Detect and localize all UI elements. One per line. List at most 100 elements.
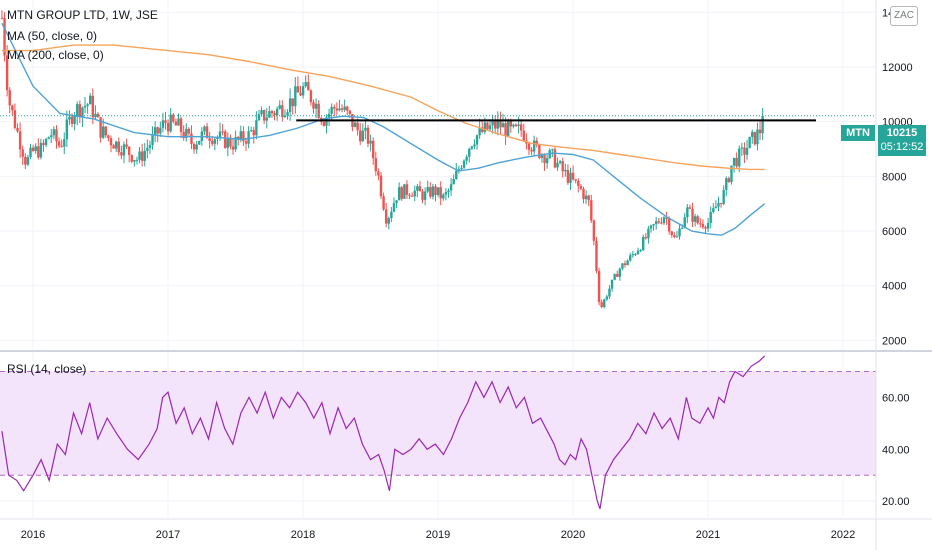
candle-up [642,237,645,251]
candle-up [455,170,458,179]
candle-down [384,209,388,224]
candle-up [532,140,536,152]
candle-down [408,194,411,196]
candle-up [512,124,515,127]
rsi-tick-label: 60.00 [882,392,910,404]
candle-up [390,211,393,219]
candle-down [561,161,564,172]
candle-up [122,144,126,156]
candle-up [146,147,149,151]
candle-down [504,123,507,137]
candle-down [99,117,102,138]
candle-up [283,115,287,117]
candle-up [288,98,292,113]
candle-up [654,221,658,225]
candle-up [26,157,30,165]
candle-down [574,179,577,181]
candle-up [239,131,242,140]
candle-down [187,128,191,134]
candle-up [39,142,43,158]
candle-up [29,147,32,158]
candle-up [626,260,629,266]
x-tick-label: 2017 [156,529,180,541]
candle-up [686,207,689,218]
candle-up [745,148,749,155]
candle-up [756,129,759,145]
candle-down [522,130,525,141]
ma50-legend[interactable]: MA (50, close, 0) [7,29,98,43]
candle-down [400,187,403,199]
candle-up [198,140,201,145]
candle-down [78,104,82,118]
candle-down [140,151,144,161]
candle-up [483,122,487,132]
candle-down [543,155,546,164]
candle-down [262,109,266,121]
candle-down [519,124,523,131]
candle-down [696,216,699,224]
candle-up [83,105,87,108]
candle-up [133,160,136,162]
rsi-tick-label: 20.00 [882,496,910,508]
time-axis[interactable]: 2016 2017 2018 2019 2020 2021 2022 [21,529,855,541]
candle-up [647,228,650,239]
candle-down [60,145,63,147]
candle-down [91,95,95,118]
candle-down [130,154,133,162]
candle-down [348,110,352,115]
x-tick-label: 2020 [561,529,585,541]
rsi-legend[interactable]: RSI (14, close) [7,362,87,376]
candle-down [340,108,344,110]
candle-up [247,131,250,144]
candle-up [304,82,307,87]
candle-up [444,192,448,195]
candle-down [96,113,100,118]
y-tick-label: 12000 [882,62,913,74]
candle-up [226,137,230,148]
candle-up [545,158,549,164]
candle-up [138,151,141,160]
candle-up [551,149,554,151]
candle-down [429,187,432,197]
candle-up [330,106,333,114]
candle-up [257,114,261,121]
candle-down [735,157,738,167]
candle-up [81,107,84,118]
candle-up [693,216,697,222]
candle-up [462,160,466,168]
candle-down [434,186,437,195]
candle-down [665,217,668,219]
candle-up [584,195,588,200]
ma200-legend[interactable]: MA (200, close, 0) [7,48,104,62]
candle-down [182,131,185,138]
candle-up [161,120,165,128]
rsi-axis[interactable]: 20.00 40.00 60.00 [882,392,910,508]
candle-down [481,127,484,132]
candle-down [127,146,131,155]
candle-down [379,175,383,197]
candle-down [704,227,707,229]
currency-badge[interactable]: ZAC [890,6,918,26]
candle-up [195,144,198,150]
candle-down [527,143,531,150]
candle-down [486,122,489,130]
candle-up [353,122,357,128]
price-axis[interactable]: 2000400060008000100001200014000 [882,7,913,347]
candle-up [449,184,453,191]
candle-up [89,95,92,105]
candle-up [629,255,632,261]
candle-up [63,139,66,147]
candle-up [738,148,741,167]
candle-down [120,152,123,156]
chart-title[interactable]: MTN GROUP LTD, 1W, JSE [7,8,158,22]
y-tick-label: 2000 [882,335,906,347]
candle-up [286,112,289,116]
candle-up [465,156,468,161]
candle-down [242,131,245,142]
candle-down [16,127,19,132]
candle-down [291,98,294,107]
candle-down [372,140,375,159]
candle-up [447,190,450,193]
candle-up [621,263,624,269]
candle-down [623,263,627,266]
